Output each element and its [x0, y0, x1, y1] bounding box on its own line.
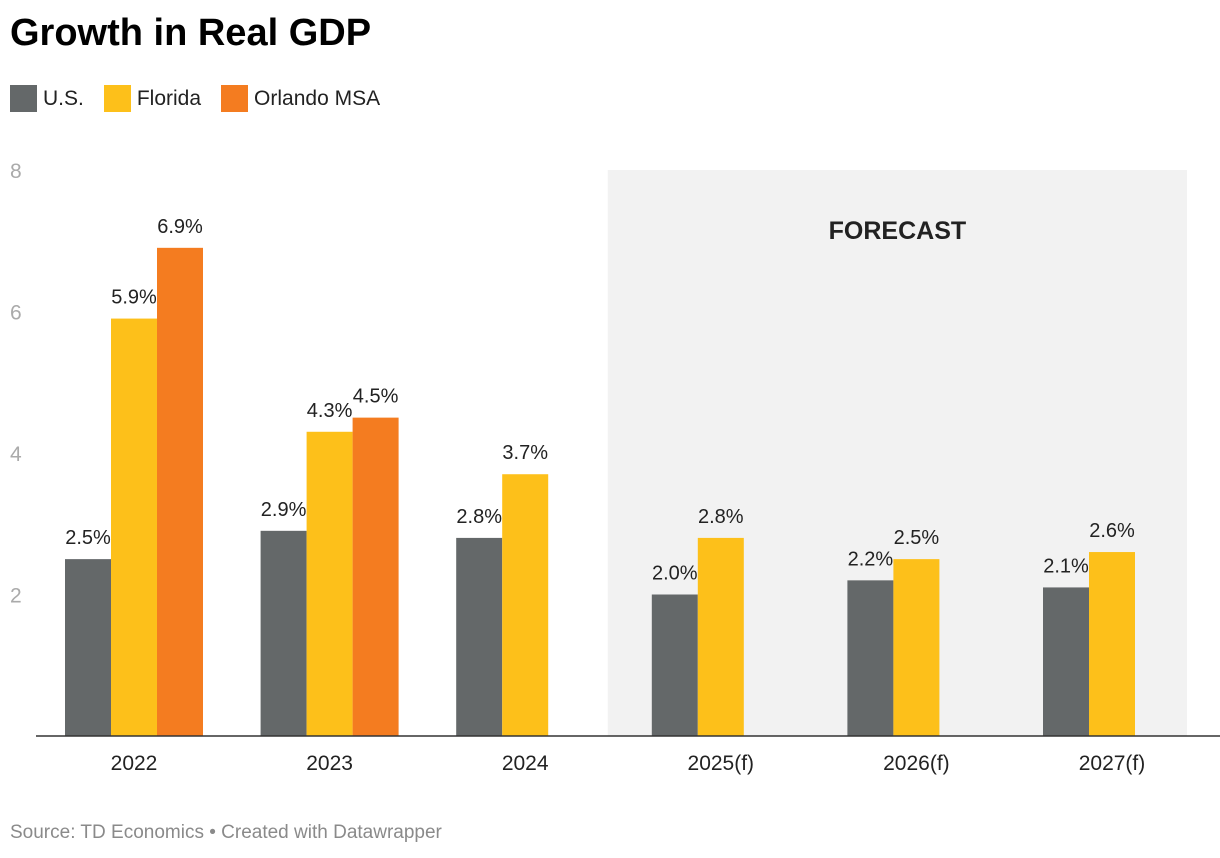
- y-tick-label: 8: [10, 160, 22, 183]
- legend-swatch-florida: [103, 85, 131, 112]
- data-label: 2.5%: [65, 527, 111, 549]
- legend-item-us: U.S.: [10, 85, 84, 112]
- bar-u-s--2024: [456, 537, 503, 736]
- data-label: 2.0%: [652, 563, 698, 585]
- data-label: 3.7%: [502, 442, 548, 464]
- legend-item-florida: Florida: [103, 85, 202, 112]
- bar-u-s--2023: [260, 530, 307, 736]
- bar-florida-2023: [306, 431, 353, 736]
- x-tick-label: 2022: [111, 752, 158, 775]
- bar-orlando-msa-2023: [352, 417, 399, 736]
- x-tick-label: 2025(f): [688, 752, 755, 775]
- legend-swatch-us: [10, 85, 37, 112]
- legend: U.S. Florida Orlando MSA: [10, 85, 400, 112]
- x-tick-label: 2027(f): [1079, 752, 1146, 775]
- data-label: 2.1%: [1043, 555, 1089, 577]
- chart-title: Growth in Real GDP: [10, 12, 372, 54]
- bar-florida-2022: [111, 318, 157, 736]
- data-label: 2.5%: [894, 527, 940, 549]
- y-tick-label: 4: [10, 443, 22, 466]
- x-tick-label: 2024: [502, 752, 549, 775]
- data-label: 2.9%: [261, 499, 307, 521]
- data-label: 4.5%: [353, 386, 399, 408]
- bar-u-s--2025(f): [651, 594, 698, 736]
- data-label: 4.3%: [307, 400, 353, 422]
- y-tick-label: 2: [10, 585, 22, 608]
- data-label: 6.9%: [157, 216, 203, 238]
- data-label: 2.6%: [1089, 520, 1135, 542]
- bar-u-s--2022: [65, 559, 111, 736]
- bar-florida-2027(f): [1089, 552, 1135, 736]
- bar-florida-2024: [502, 474, 549, 736]
- forecast-label: FORECAST: [829, 217, 967, 245]
- legend-label-florida: Florida: [136, 86, 202, 110]
- data-label: 2.8%: [456, 506, 502, 528]
- bar-florida-2026(f): [893, 559, 940, 736]
- source-note: Source: TD Economics • Created with Data…: [10, 822, 442, 843]
- legend-item-orlando: Orlando MSA: [221, 85, 380, 112]
- x-tick-label: 2023: [306, 752, 353, 775]
- legend-label-us: U.S.: [43, 86, 84, 110]
- bar-orlando-msa-2022: [157, 247, 203, 736]
- data-label: 2.8%: [698, 506, 744, 528]
- bar-u-s--2027(f): [1043, 587, 1089, 736]
- legend-swatch-orlando: [221, 85, 249, 112]
- bar-u-s--2026(f): [847, 580, 894, 736]
- data-label: 5.9%: [111, 287, 157, 309]
- x-tick-label: 2026(f): [883, 752, 950, 775]
- data-label: 2.2%: [848, 548, 894, 570]
- bar-florida-2025(f): [697, 537, 744, 736]
- legend-label-orlando: Orlando MSA: [254, 86, 381, 110]
- y-tick-label: 6: [10, 302, 22, 325]
